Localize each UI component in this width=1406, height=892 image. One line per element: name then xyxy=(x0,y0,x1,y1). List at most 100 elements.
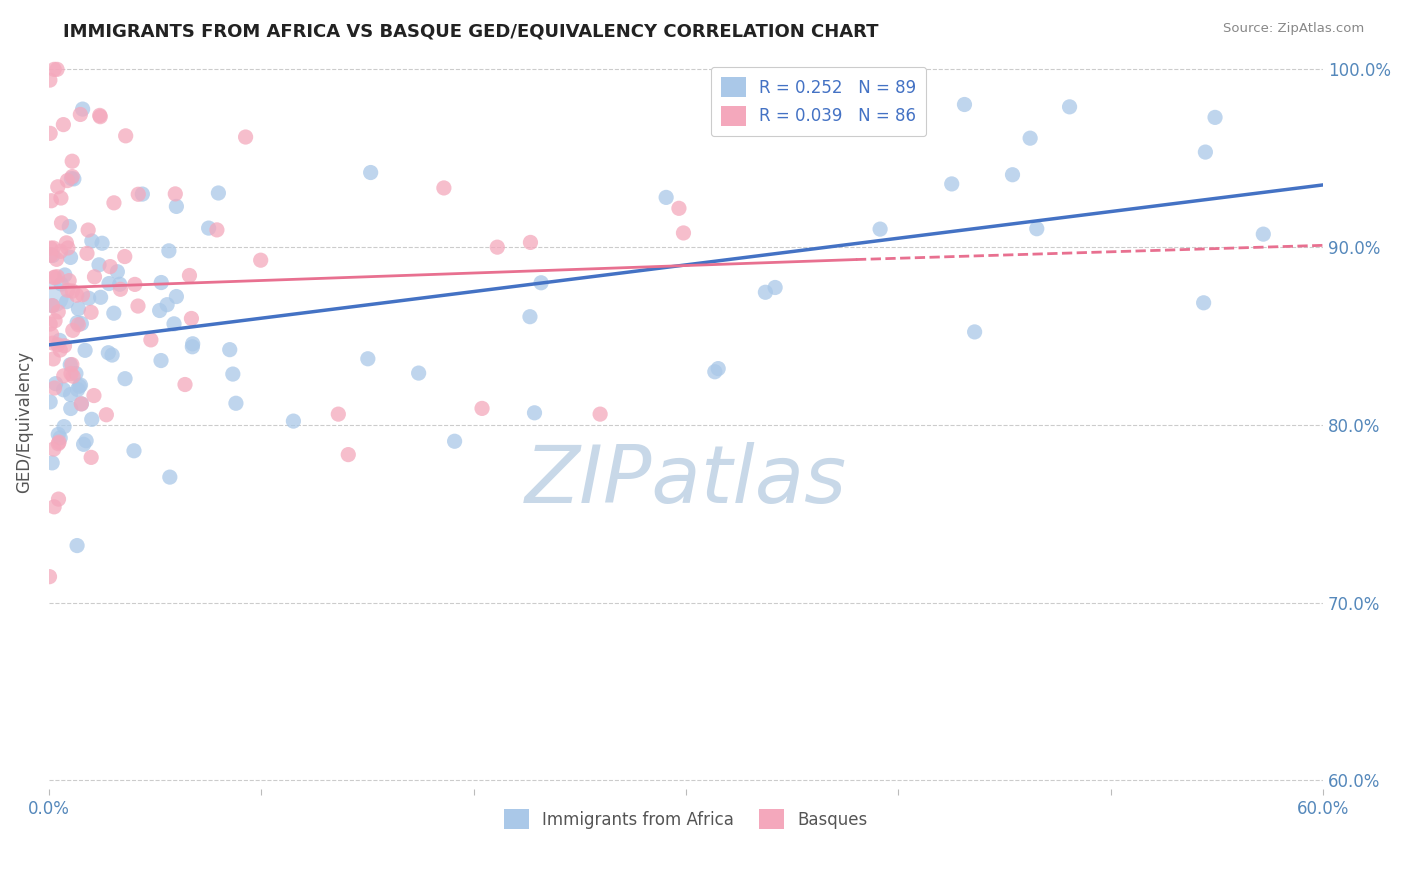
Point xyxy=(51,216,73,230)
Point xyxy=(127,299,149,313)
Point xyxy=(59,401,82,416)
Point xyxy=(39,248,62,262)
Point xyxy=(42,241,65,255)
Point xyxy=(75,434,97,448)
Point xyxy=(66,383,89,397)
Point xyxy=(80,305,103,319)
Point xyxy=(56,283,79,297)
Point xyxy=(150,353,173,368)
Text: ZIPatlas: ZIPatlas xyxy=(524,442,848,520)
Point xyxy=(105,265,128,279)
Point xyxy=(103,195,125,210)
Point xyxy=(1025,221,1047,235)
Point xyxy=(55,235,77,250)
Point xyxy=(80,412,103,426)
Point xyxy=(46,179,69,194)
Point xyxy=(42,336,65,351)
Legend: Immigrants from Africa, Basques: Immigrants from Africa, Basques xyxy=(498,802,875,836)
Point xyxy=(42,442,65,456)
Point xyxy=(66,316,89,330)
Point xyxy=(51,277,73,291)
Point xyxy=(67,318,90,332)
Point xyxy=(42,290,65,304)
Point xyxy=(72,287,94,301)
Point xyxy=(41,327,63,342)
Text: IMMIGRANTS FROM AFRICA VS BASQUE GED/EQUIVALENCY CORRELATION CHART: IMMIGRANTS FROM AFRICA VS BASQUE GED/EQU… xyxy=(63,22,879,40)
Point xyxy=(66,539,89,553)
Point xyxy=(433,181,456,195)
Point xyxy=(44,314,66,328)
Point xyxy=(87,258,110,272)
Point xyxy=(44,500,66,514)
Point xyxy=(62,369,84,384)
Point xyxy=(114,250,136,264)
Point xyxy=(76,246,98,260)
Point xyxy=(98,260,121,274)
Point xyxy=(49,343,72,357)
Point xyxy=(519,235,541,250)
Point xyxy=(150,276,173,290)
Point xyxy=(60,154,83,169)
Point xyxy=(56,241,79,255)
Point xyxy=(1194,145,1216,159)
Point xyxy=(165,199,187,213)
Point xyxy=(59,251,82,265)
Point xyxy=(1019,131,1042,145)
Point xyxy=(69,107,91,121)
Point xyxy=(46,305,69,319)
Point xyxy=(52,118,75,132)
Point xyxy=(77,223,100,237)
Point xyxy=(39,317,62,331)
Point xyxy=(205,223,228,237)
Point xyxy=(39,126,62,140)
Point xyxy=(181,340,204,354)
Point xyxy=(96,408,118,422)
Point xyxy=(89,110,111,124)
Point xyxy=(48,334,70,348)
Point xyxy=(163,317,186,331)
Point xyxy=(44,270,66,285)
Point xyxy=(60,284,83,298)
Point xyxy=(39,241,62,255)
Point xyxy=(44,381,66,395)
Point xyxy=(46,269,69,284)
Point xyxy=(408,366,430,380)
Point xyxy=(60,367,83,381)
Point xyxy=(46,436,69,450)
Point xyxy=(90,290,112,304)
Point xyxy=(103,306,125,320)
Point xyxy=(49,191,72,205)
Point xyxy=(53,268,76,282)
Point xyxy=(70,397,93,411)
Point xyxy=(59,387,82,401)
Y-axis label: GED/Equivalency: GED/Equivalency xyxy=(15,351,32,493)
Point xyxy=(60,169,83,184)
Point xyxy=(283,414,305,428)
Point xyxy=(41,456,63,470)
Point xyxy=(754,285,776,300)
Point xyxy=(197,221,219,235)
Point xyxy=(471,401,494,416)
Point xyxy=(41,194,63,208)
Point xyxy=(42,270,65,285)
Point xyxy=(122,443,145,458)
Point xyxy=(328,407,350,421)
Point xyxy=(218,343,240,357)
Point xyxy=(337,448,360,462)
Point xyxy=(53,419,76,434)
Point xyxy=(149,303,172,318)
Point xyxy=(108,277,131,292)
Point xyxy=(80,450,103,465)
Point xyxy=(1204,111,1226,125)
Point xyxy=(52,368,75,383)
Point xyxy=(360,165,382,179)
Point xyxy=(45,376,67,391)
Point xyxy=(763,280,786,294)
Point xyxy=(127,187,149,202)
Point xyxy=(55,294,77,309)
Point xyxy=(249,253,271,268)
Point xyxy=(48,435,70,450)
Point xyxy=(156,298,179,312)
Point xyxy=(357,351,380,366)
Point xyxy=(60,171,83,186)
